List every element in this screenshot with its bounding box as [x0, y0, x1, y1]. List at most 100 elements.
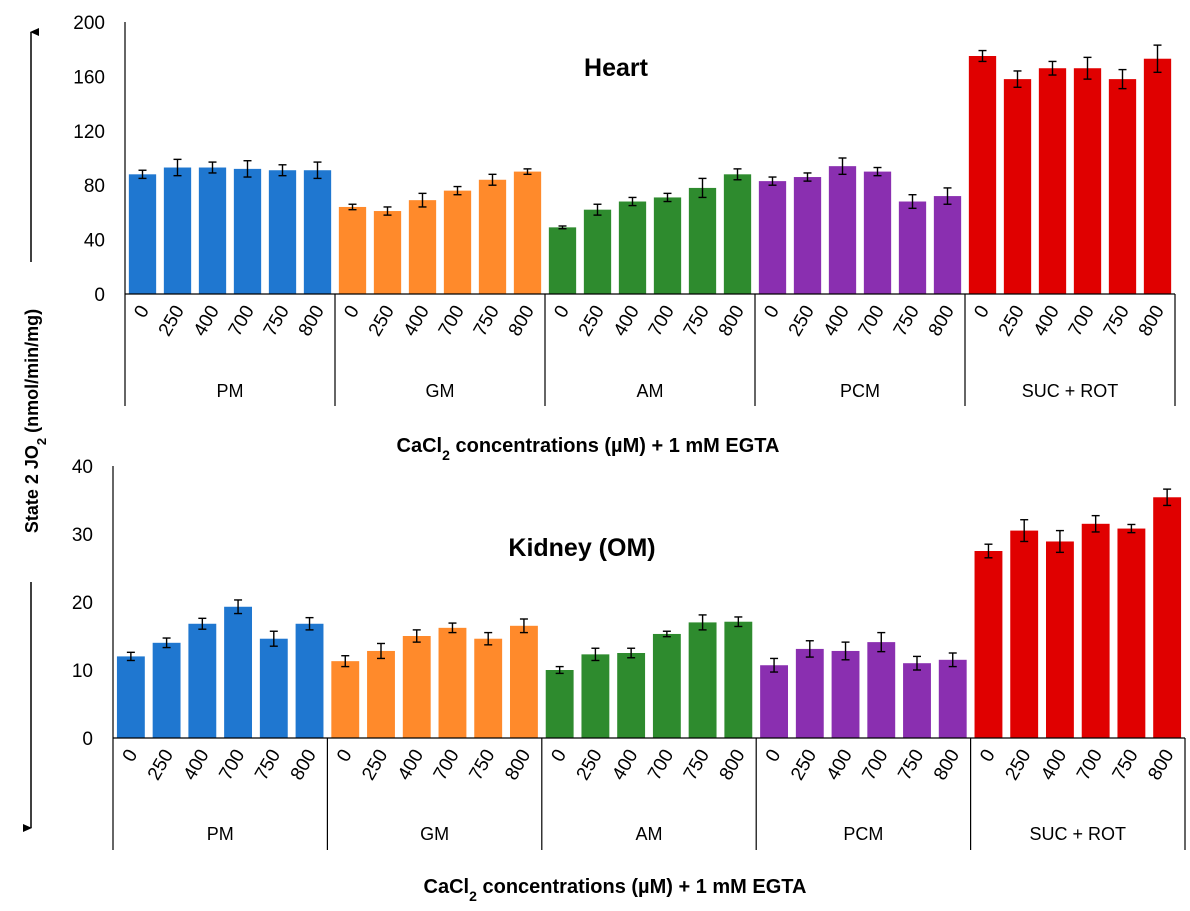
x-tick-label: 700	[225, 302, 259, 340]
y-tick-label: 30	[72, 525, 93, 546]
bar	[618, 201, 647, 294]
x-tick-label: 750	[470, 302, 504, 340]
x-tick-label: 700	[435, 302, 469, 340]
x-tick-label: 0	[333, 746, 356, 766]
y-tick-label: 200	[73, 13, 105, 34]
y-tick-label: 160	[73, 67, 105, 88]
bar	[268, 170, 297, 294]
bar	[198, 167, 227, 294]
y-axis-label-main: State 2 JO	[22, 445, 42, 533]
chart-title: Heart	[584, 54, 649, 82]
bar	[259, 638, 288, 738]
bar	[1153, 497, 1182, 738]
x-tick-label: 250	[575, 302, 609, 340]
bar	[545, 670, 574, 738]
x-tick-label: 750	[890, 302, 924, 340]
x-tick-label: 0	[970, 302, 993, 322]
y-tick-label: 80	[84, 176, 105, 197]
bar	[373, 211, 402, 294]
bar	[402, 636, 431, 738]
bar	[188, 623, 217, 738]
x-tick-label: 250	[1001, 746, 1035, 784]
x-axis-label-subscript: 2	[442, 447, 450, 463]
x-axis-label-rest: concentrations (µM) + 1 mM EGTA	[450, 435, 780, 457]
x-tick-label: 400	[180, 746, 214, 784]
x-tick-label: 400	[190, 302, 224, 340]
bar	[724, 621, 753, 738]
x-tick-label: 700	[855, 302, 889, 340]
x-axis-label-main: CaCl	[397, 435, 443, 457]
x-tick-label: 800	[501, 746, 535, 784]
x-axis-label-main: CaCl	[424, 876, 470, 898]
x-tick-label: 400	[400, 302, 434, 340]
x-tick-label: 400	[1037, 746, 1071, 784]
y-tick-label: 120	[73, 122, 105, 143]
bar	[513, 171, 542, 294]
x-tick-label: 0	[548, 746, 571, 766]
x-tick-label: 750	[251, 746, 285, 784]
y-axis-label-subscript: 2	[34, 438, 49, 445]
y-tick-label: 10	[72, 661, 93, 682]
bar	[233, 168, 262, 294]
bar	[793, 177, 822, 294]
group-label: AM	[636, 824, 663, 844]
bar	[224, 606, 253, 738]
bar	[295, 623, 324, 738]
x-tick-label: 800	[287, 746, 321, 784]
bar	[968, 56, 997, 294]
x-axis-label-subscript: 2	[469, 888, 477, 904]
x-tick-label: 800	[715, 302, 749, 340]
x-tick-label: 400	[610, 302, 644, 340]
bar	[1073, 68, 1102, 295]
bar	[760, 665, 789, 738]
bar	[163, 167, 192, 294]
bar	[903, 663, 931, 738]
x-tick-label: 800	[295, 302, 329, 340]
bar	[1045, 541, 1074, 738]
bar	[443, 190, 472, 294]
group-label: PM	[217, 381, 244, 401]
x-tick-label: 250	[995, 302, 1029, 340]
y-tick-label: 40	[84, 231, 105, 252]
bar	[938, 659, 967, 738]
x-tick-label: 400	[394, 746, 428, 784]
x-tick-label: 700	[1065, 302, 1099, 340]
group-label: SUC + ROT	[1030, 824, 1127, 844]
bar	[509, 625, 538, 738]
y-tick-label: 0	[82, 729, 93, 750]
group-label: GM	[420, 824, 449, 844]
x-tick-label: 700	[644, 746, 678, 784]
bar	[723, 174, 752, 294]
x-tick-label: 250	[144, 746, 178, 784]
bar	[1081, 523, 1110, 738]
x-tick-label: 800	[1144, 746, 1178, 784]
bar	[1003, 79, 1032, 295]
x-tick-label: 700	[1073, 746, 1107, 784]
x-tick-label: 800	[925, 302, 959, 340]
x-tick-label: 400	[820, 302, 854, 340]
x-tick-label: 0	[340, 302, 363, 322]
group-label: PM	[207, 824, 234, 844]
bar	[1038, 68, 1067, 295]
x-tick-label: 750	[680, 746, 714, 784]
y-axis-label-unit: (nmol/min/mg)	[22, 309, 42, 438]
bar	[303, 170, 332, 294]
x-tick-label: 700	[430, 746, 464, 784]
bar	[828, 166, 857, 294]
group-label: PCM	[843, 824, 883, 844]
x-tick-label: 800	[930, 746, 964, 784]
x-tick-label: 250	[787, 746, 821, 784]
x-tick-label: 250	[155, 302, 189, 340]
x-tick-label: 400	[608, 746, 642, 784]
x-tick-label: 0	[976, 746, 999, 766]
group-label: SUC + ROT	[1022, 381, 1119, 401]
x-tick-label: 700	[215, 746, 249, 784]
bar	[688, 622, 717, 738]
bar	[974, 551, 1003, 738]
bar	[652, 633, 681, 738]
bar	[583, 209, 612, 294]
bar	[408, 200, 437, 294]
group-label: PCM	[840, 381, 880, 401]
bar	[863, 171, 892, 294]
